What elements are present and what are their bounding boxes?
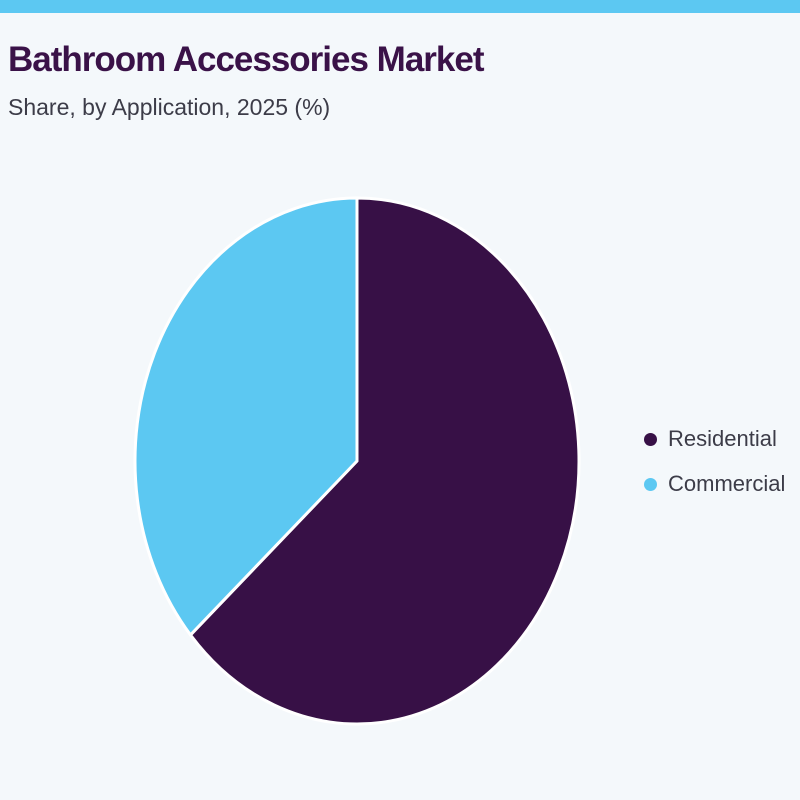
pie-slice-commercial [133,196,359,637]
legend-swatch-commercial [644,477,657,491]
chart-subtitle: Share, by Application, 2025 (%) [8,94,331,120]
legend-swatch-residential [644,432,657,446]
legend-item-residential: Residential [644,424,785,454]
pie-slice-residential [188,196,581,726]
legend-label-residential: Residential [668,426,777,451]
chart-legend: Residential Commercial [644,424,785,514]
legend-label-commercial: Commercial [668,471,786,496]
legend-item-commercial: Commercial [644,469,785,499]
top-accent-bar [0,0,800,13]
chart-title: Bathroom Accessories Market [8,40,485,79]
